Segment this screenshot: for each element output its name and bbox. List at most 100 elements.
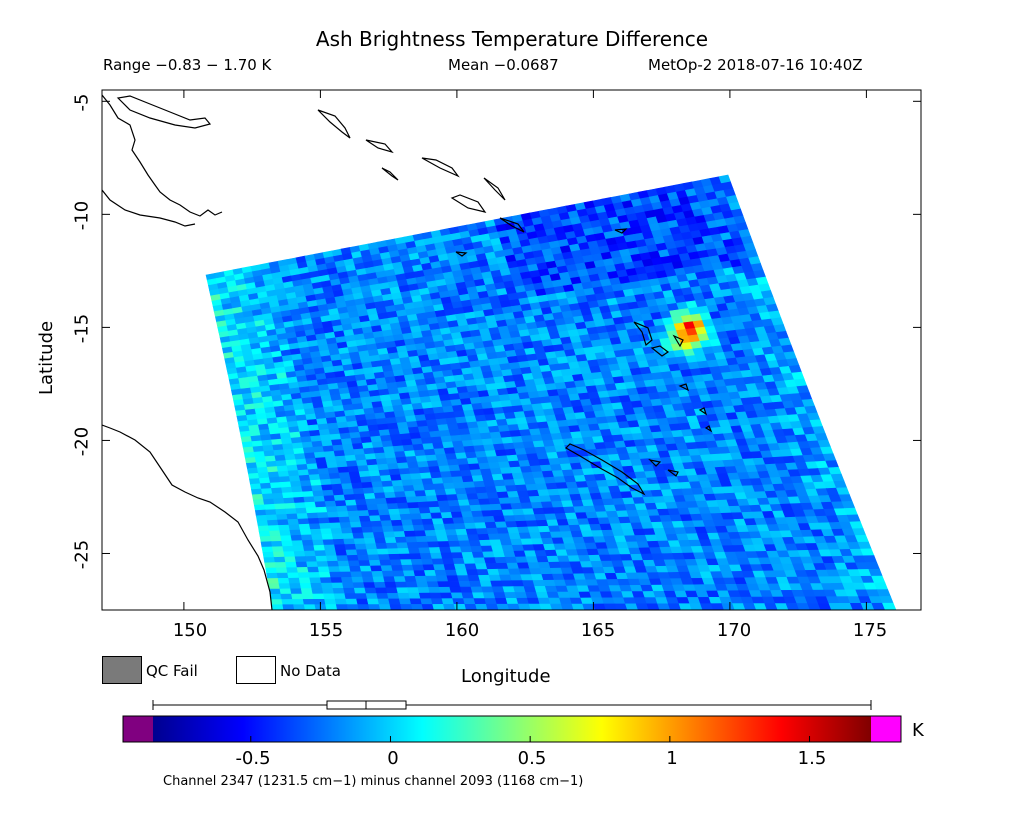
swath-pixel [448, 464, 461, 472]
swath-pixel [463, 481, 476, 489]
swath-pixel [361, 526, 374, 534]
swath-pixel [388, 468, 401, 476]
island-vanuatu-1 [633, 321, 653, 347]
swath-pixel [483, 480, 496, 488]
swath-pixel [424, 569, 437, 577]
swath-pixel [270, 599, 284, 606]
swath-pixel [335, 604, 349, 610]
swath-pixel [567, 591, 582, 599]
swath-pixel [358, 470, 371, 478]
swath-pixel [499, 539, 513, 546]
x-axis-label: Longitude [461, 666, 551, 687]
swath-pixel [387, 463, 400, 471]
swath-pixel [423, 483, 436, 491]
swath-pixel [503, 550, 517, 558]
swath-pixel [405, 536, 418, 544]
swath-pixel [400, 473, 413, 481]
swath-pixel [551, 537, 565, 545]
swath-pixel [614, 603, 628, 610]
swath-pixel [438, 429, 452, 438]
swath-pixel [447, 423, 460, 431]
swath-pixel [313, 598, 326, 606]
swath-pixel [314, 550, 327, 557]
swath-pixel [466, 493, 479, 501]
swath-pixel [295, 458, 308, 466]
range-text: Range −0.83 − 1.70 K [103, 56, 272, 74]
swath-pixel [322, 588, 335, 595]
swath-pixel [269, 593, 283, 600]
swath-pixel [379, 514, 392, 522]
swath-pixel [320, 478, 332, 486]
swath-pixel [408, 507, 421, 515]
swath-pixel [453, 523, 467, 530]
swath-pixel [448, 540, 461, 548]
swath-pixel [287, 572, 300, 579]
swath-pixel [470, 469, 483, 477]
swath-pixel [732, 603, 746, 610]
swath-pixel [353, 493, 366, 501]
swath-pixel [302, 490, 315, 498]
swath-pixel [421, 604, 435, 610]
swath-pixel [387, 592, 400, 600]
colorbar [122, 715, 902, 743]
swath-pixel [510, 538, 524, 546]
swath-pixel [384, 491, 397, 499]
swath-pixel [255, 461, 268, 469]
swath-pixel [274, 503, 287, 510]
swath-pixel [477, 533, 491, 541]
swath-pixel [375, 542, 388, 550]
swath-pixel [438, 465, 451, 473]
swath-pixel [291, 486, 304, 493]
island-vanuatu-5 [698, 407, 708, 416]
swath-pixel [278, 524, 291, 532]
swath-pixel [460, 586, 473, 594]
coastline-png-north [102, 189, 196, 227]
swath-pixel [408, 547, 421, 555]
swath-pixel [411, 519, 424, 526]
swath-pixel [306, 561, 319, 568]
swath-pixel [479, 432, 493, 440]
swath-pixel [436, 535, 449, 543]
swath-pixel [493, 479, 506, 487]
swath-pixel [331, 483, 344, 491]
swath-pixel [514, 592, 528, 599]
swath-pixel [483, 557, 497, 564]
swath-pixel [412, 564, 425, 572]
x-tick-label: 175 [852, 620, 888, 641]
swath-pixel [405, 496, 419, 504]
swath-pixel [353, 538, 366, 545]
swath-pixel [499, 574, 513, 582]
swath-pixel [425, 454, 438, 462]
swath-pixel [324, 549, 338, 557]
swath-pixel [753, 603, 768, 610]
swath-pixel [402, 444, 415, 452]
swath-pixel [346, 505, 359, 512]
swath-pixel [269, 530, 282, 537]
swath-pixel [318, 571, 332, 579]
swath-pixel [312, 593, 325, 600]
swath-pixel [496, 527, 510, 535]
swath-pixel [272, 492, 284, 500]
swath-pixel [325, 506, 339, 513]
swath-pixel [289, 529, 302, 536]
swath-pixel [302, 598, 316, 606]
swath-pixel [461, 592, 475, 599]
swath-pixel [378, 469, 391, 477]
swath-pixel [374, 492, 387, 500]
swath-pixel [362, 487, 375, 495]
swath-pixel [571, 603, 585, 610]
swath-pixel [401, 519, 414, 527]
swath-pixel [305, 457, 318, 465]
swath-pixel [394, 536, 408, 544]
swath-pixel [342, 532, 355, 540]
swath-pixel [635, 603, 650, 610]
swath-pixel [498, 461, 511, 469]
swath-pixel [440, 435, 453, 443]
swath-pixel [481, 510, 495, 518]
swath-pixel [283, 497, 296, 505]
swath-pixel [518, 568, 532, 576]
swath-pixel [357, 465, 370, 473]
swath-pixel [328, 566, 341, 573]
swath-pixel [511, 580, 525, 587]
